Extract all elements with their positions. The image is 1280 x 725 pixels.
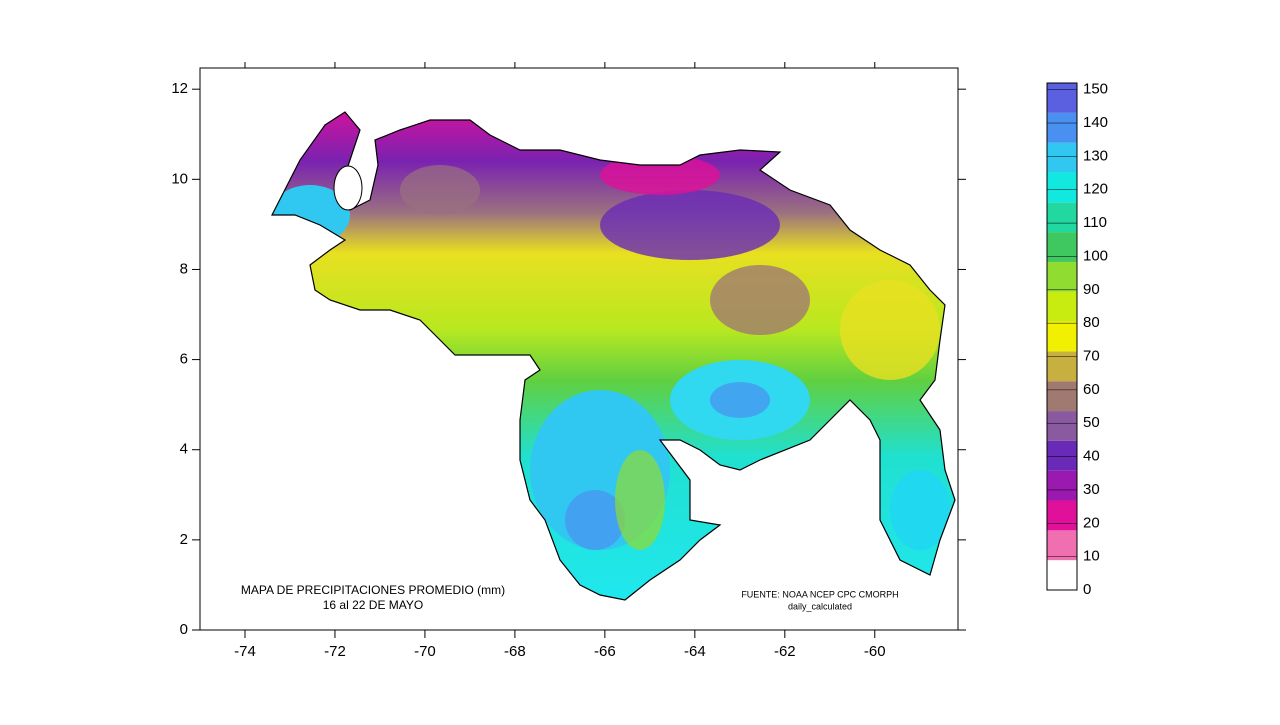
colorbar-band (1047, 500, 1077, 531)
plot-frame (199, 67, 959, 631)
x-tick-label: -62 (774, 643, 796, 660)
map-title: MAPA DE PRECIPITACIONES PROMEDIO (mm) (241, 583, 505, 597)
colorbar-band (1047, 232, 1077, 262)
colorbar-band (1047, 202, 1077, 233)
y-tick-label: 2 (180, 531, 188, 548)
colorbar-label: 90 (1083, 281, 1100, 298)
y-tick-label: 10 (171, 170, 188, 187)
colorbar-band (1047, 381, 1077, 412)
y-tick-label: 4 (180, 441, 188, 458)
y-tick-label: 8 (180, 260, 188, 277)
colorbar-label: 110 (1083, 214, 1107, 231)
colorbar-label: 100 (1083, 247, 1108, 264)
colorbar-label: 30 (1083, 481, 1100, 498)
y-tick-label: 12 (171, 80, 188, 97)
colorbar-band (1047, 83, 1077, 113)
colorbar-band (1047, 470, 1077, 501)
x-tick-label: -74 (234, 643, 256, 660)
colorbar-label: 130 (1083, 147, 1108, 164)
colorbar-band (1047, 440, 1077, 471)
precip-field (272, 112, 955, 600)
colorbar-band (1047, 321, 1077, 352)
x-tick-label: -68 (504, 643, 526, 660)
x-tick-label: -64 (684, 643, 706, 660)
colorbar-band (1047, 560, 1077, 590)
x-tick-label: -70 (414, 643, 436, 660)
colorbar-label: 150 (1083, 81, 1108, 98)
colorbar-band (1047, 291, 1077, 322)
colorbar-label: 80 (1083, 314, 1100, 331)
colorbar-label: 20 (1083, 514, 1100, 531)
colorbar-band (1047, 142, 1077, 173)
y-tick-label: 0 (180, 621, 188, 638)
colorbar-label: 10 (1083, 548, 1100, 565)
colorbar-label: 0 (1083, 581, 1091, 598)
colorbar-band (1047, 172, 1077, 203)
lake (333, 165, 363, 211)
y-tick-label: 6 (180, 351, 188, 368)
colorbar-label: 70 (1083, 347, 1100, 364)
x-tick-label: -72 (324, 643, 346, 660)
colorbar-label: 40 (1083, 448, 1100, 465)
colorbar-label: 50 (1083, 414, 1100, 431)
colorbar-band (1047, 530, 1077, 561)
colorbar-band (1047, 261, 1077, 292)
map-period: 16 al 22 DE MAYO (323, 598, 424, 612)
x-tick-label: -66 (594, 643, 616, 660)
source: FUENTE: NOAA NCEP CPC CMORPH (741, 589, 898, 599)
colorbar-label: 140 (1083, 114, 1108, 131)
source-detail: daily_calculated (788, 601, 852, 611)
colorbar-band (1047, 351, 1077, 382)
colorbar-band (1047, 112, 1077, 143)
colorbar-band (1047, 411, 1077, 441)
x-tick-label: -60 (864, 643, 886, 660)
colorbar-label: 60 (1083, 381, 1100, 398)
colorbar-label: 120 (1083, 181, 1108, 198)
